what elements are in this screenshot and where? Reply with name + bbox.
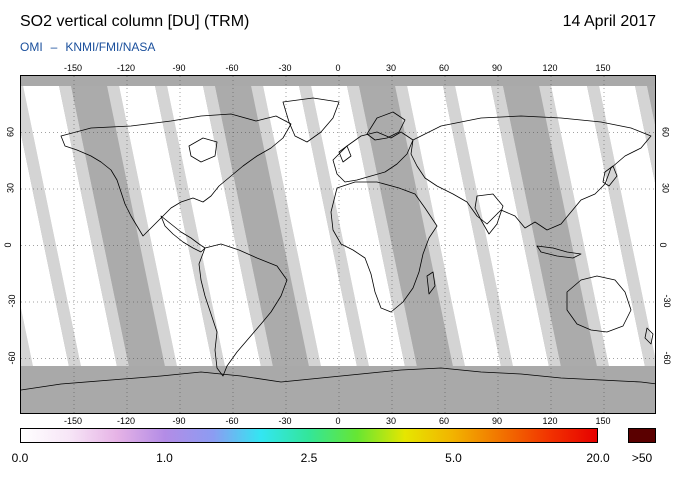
swath-edge xyxy=(105,76,187,413)
swath-band xyxy=(549,76,655,413)
swath-edge xyxy=(297,76,379,413)
map-title: SO2 vertical column [DU] (TRM) xyxy=(20,13,250,30)
lon-tick-bottom: -150 xyxy=(63,416,83,426)
swath-band xyxy=(405,76,511,413)
coastline-greenland xyxy=(282,97,340,143)
swath-band xyxy=(261,76,367,413)
swath-band xyxy=(645,76,655,125)
colorbar-tick-label: 0.0 xyxy=(11,451,29,465)
lon-tick-bottom: 150 xyxy=(595,416,611,426)
coastline-uk xyxy=(338,145,352,163)
swath-edge xyxy=(249,76,331,413)
colorbar xyxy=(20,428,598,443)
coastline-madagascar xyxy=(426,271,436,295)
lat-tick-right: -30 xyxy=(662,294,673,308)
swath-band xyxy=(309,76,415,413)
swath-edge xyxy=(537,76,619,413)
lon-tick-top: 60 xyxy=(438,63,450,73)
colorbar-overflow-swatch xyxy=(628,428,656,443)
swath-band xyxy=(453,76,559,413)
colorbar-tick-label: 2.5 xyxy=(300,451,318,465)
lon-tick-top: -30 xyxy=(278,63,292,73)
coastline-india xyxy=(474,193,504,235)
colorbar-tick-label: 1.0 xyxy=(156,451,173,465)
lon-tick-top: 30 xyxy=(385,63,397,73)
lon-tick-top: 150 xyxy=(595,63,611,73)
coastline-asia xyxy=(410,115,652,231)
lon-tick-bottom: 120 xyxy=(542,416,558,426)
lat-tick-right: 60 xyxy=(660,126,671,137)
swath-band xyxy=(597,76,655,357)
swath-edge xyxy=(441,76,523,413)
lat-tick-left: 0 xyxy=(3,241,14,248)
credit-instrument: OMI xyxy=(20,40,43,54)
credit-agencies: KNMI/FMI/NASA xyxy=(65,40,156,54)
swath-band xyxy=(501,76,607,413)
swath-band xyxy=(117,76,223,413)
lon-tick-bottom: -120 xyxy=(116,416,136,426)
coastline-hudson-bay xyxy=(188,137,218,163)
lon-tick-bottom: 30 xyxy=(385,416,397,426)
lon-tick-top: -60 xyxy=(225,63,239,73)
lon-tick-bottom: 90 xyxy=(491,416,503,426)
lat-tick-left: 60 xyxy=(5,126,16,137)
lon-tick-bottom: 60 xyxy=(438,416,450,426)
no-data-north xyxy=(21,76,655,86)
lon-tick-bottom: 0 xyxy=(335,416,341,426)
swath-edge xyxy=(57,76,139,413)
lon-tick-top: 120 xyxy=(542,63,558,73)
swath-edge xyxy=(345,76,427,413)
lon-tick-top: -120 xyxy=(116,63,136,73)
swath-edge xyxy=(201,76,283,413)
coastline-australia xyxy=(566,275,632,333)
swath-edge xyxy=(489,76,571,413)
coastline-antarctica xyxy=(21,367,655,391)
date-label: 14 April 2017 xyxy=(562,13,656,30)
lat-tick-left: -60 xyxy=(7,350,18,365)
lon-tick-top: 0 xyxy=(335,63,341,73)
lon-tick-bottom: -90 xyxy=(172,416,186,426)
colorbar-overflow-label: >50 xyxy=(631,451,653,465)
coastline-indonesia xyxy=(536,245,582,259)
lat-tick-right: 0 xyxy=(658,241,669,248)
coastline-new-zealand xyxy=(644,327,654,345)
lat-tick-left: 30 xyxy=(5,182,16,194)
swath-edge xyxy=(153,76,235,413)
map-panel xyxy=(20,75,656,414)
lat-tick-right: -60 xyxy=(662,350,673,365)
coastline-japan xyxy=(602,165,618,187)
lon-tick-bottom: -30 xyxy=(278,416,292,426)
colorbar-tick-label: 20.0 xyxy=(586,451,610,465)
lon-tick-top: -90 xyxy=(172,63,186,73)
swath-band xyxy=(213,76,319,413)
lon-tick-bottom: -60 xyxy=(225,416,239,426)
swath-band xyxy=(357,76,463,413)
credit-line: OMI – KNMI/FMI/NASA xyxy=(20,40,155,54)
lat-tick-right: 30 xyxy=(660,182,671,194)
lon-tick-top: -150 xyxy=(63,63,83,73)
swath-edge xyxy=(585,76,655,413)
lon-tick-top: 90 xyxy=(491,63,503,73)
so2-map xyxy=(21,76,655,413)
coastline-north-america xyxy=(60,113,292,237)
colorbar-tick-label: 5.0 xyxy=(445,451,462,465)
coastline-central-america xyxy=(160,215,206,253)
coastline-europe xyxy=(332,131,414,183)
coastline-africa xyxy=(330,181,438,313)
lat-tick-left: -30 xyxy=(7,294,18,308)
no-data-south xyxy=(21,366,655,413)
swath-edge xyxy=(393,76,475,413)
graticule xyxy=(21,76,655,413)
coastline-south-america xyxy=(198,243,288,377)
credit-separator: – xyxy=(50,40,58,54)
coastlines xyxy=(21,97,655,391)
swath-band xyxy=(69,76,175,413)
coastline-scandinavia xyxy=(366,111,406,141)
